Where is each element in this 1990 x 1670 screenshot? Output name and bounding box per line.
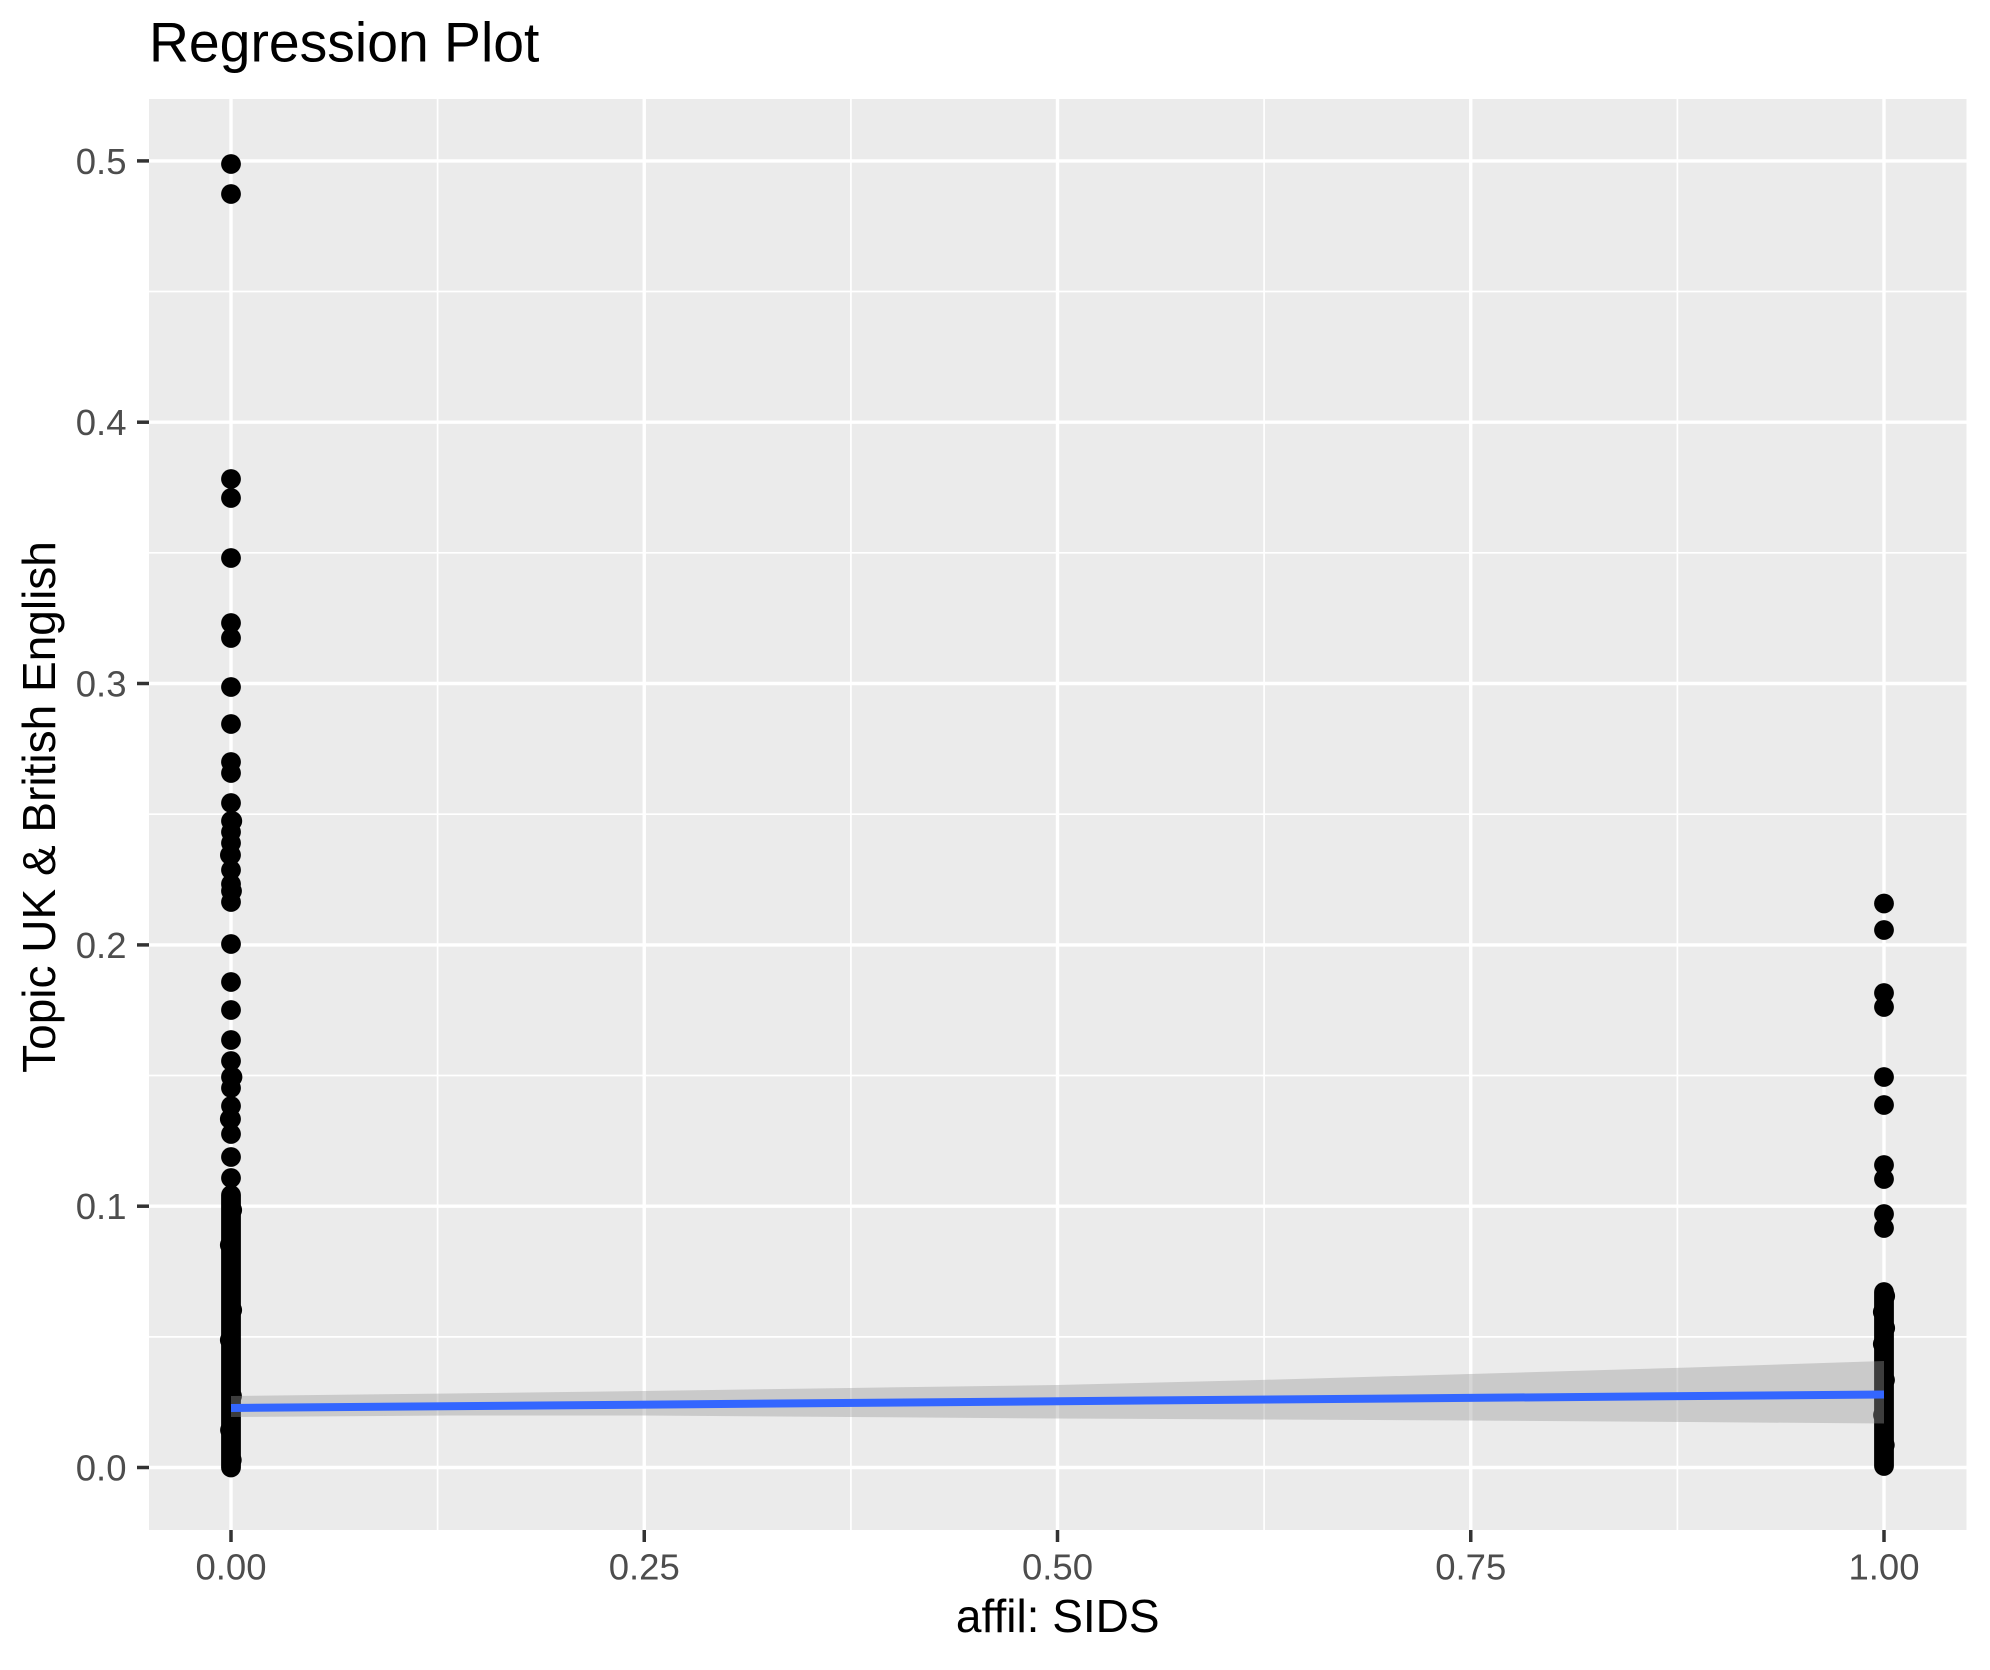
svg-text:0.50: 0.50 — [1022, 1547, 1093, 1588]
svg-text:0.00: 0.00 — [195, 1547, 266, 1588]
svg-text:0.3: 0.3 — [76, 664, 127, 705]
svg-text:0.1: 0.1 — [76, 1186, 127, 1227]
svg-text:0.5: 0.5 — [76, 141, 127, 182]
svg-text:0.0: 0.0 — [76, 1448, 127, 1489]
svg-text:Regression Plot: Regression Plot — [149, 12, 539, 74]
svg-text:affil: SIDS: affil: SIDS — [956, 1590, 1160, 1642]
svg-text:0.2: 0.2 — [76, 925, 127, 966]
svg-text:Topic UK & British English: Topic UK & British English — [13, 541, 65, 1073]
svg-text:1.00: 1.00 — [1848, 1547, 1919, 1588]
svg-text:0.4: 0.4 — [76, 402, 127, 443]
svg-text:0.75: 0.75 — [1435, 1547, 1506, 1588]
svg-text:0.25: 0.25 — [609, 1547, 680, 1588]
